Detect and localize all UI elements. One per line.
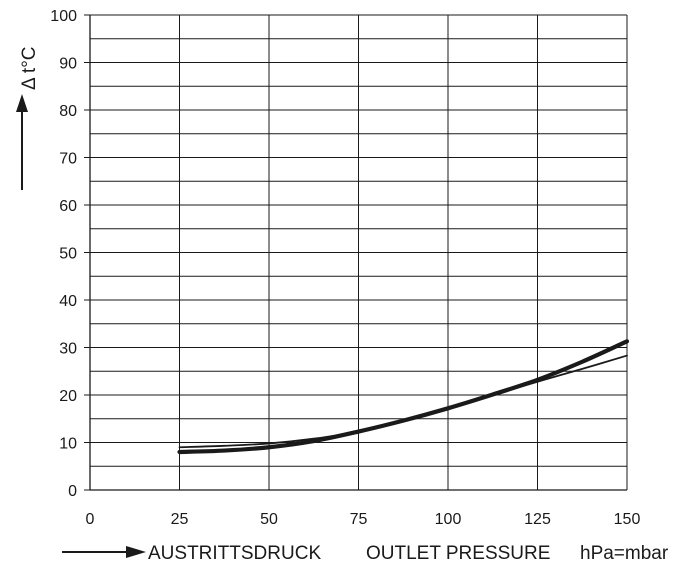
y-tick-label: 60 bbox=[59, 198, 77, 215]
y-axis-arrow-icon bbox=[16, 94, 28, 112]
y-tick-label: 0 bbox=[68, 483, 77, 500]
series-layer bbox=[177, 339, 630, 455]
series-line-thick bbox=[177, 339, 630, 455]
x-axis-title-en: OUTLET PRESSURE bbox=[366, 543, 550, 564]
x-tick-label: 50 bbox=[260, 511, 278, 528]
x-axis-arrow-icon bbox=[126, 546, 146, 558]
y-tick-label: 100 bbox=[50, 8, 77, 25]
y-tick-label: 40 bbox=[59, 293, 77, 310]
x-axis-unit: hPa=mbar bbox=[580, 543, 669, 564]
x-axis-title-group: AUSTRITTSDRUCK OUTLET PRESSURE hPa=mbar bbox=[62, 543, 669, 564]
y-tick-label: 10 bbox=[59, 436, 77, 453]
x-tick-label: 25 bbox=[171, 511, 189, 528]
y-tick-label: 50 bbox=[59, 246, 77, 263]
x-tick-label: 150 bbox=[614, 511, 641, 528]
y-tick-label: 80 bbox=[59, 103, 77, 120]
x-tick-label: 75 bbox=[350, 511, 368, 528]
y-tick-label: 20 bbox=[59, 388, 77, 405]
x-tick-label: 125 bbox=[524, 511, 551, 528]
y-tick-label: 90 bbox=[59, 56, 77, 73]
y-axis-title: Δ t°C bbox=[19, 46, 40, 90]
y-tick-label: 70 bbox=[59, 151, 77, 168]
x-axis-title-de: AUSTRITTSDRUCK bbox=[148, 543, 321, 564]
y-axis-title-group: Δ t°C bbox=[16, 46, 40, 190]
tick-labels: 0 10 20 30 40 50 60 70 80 90 100 0 25 50 75 100 125 150 bbox=[50, 8, 640, 528]
y-tick-label: 30 bbox=[59, 341, 77, 358]
grid bbox=[84, 14, 628, 491]
x-tick-label: 0 bbox=[86, 511, 95, 528]
x-tick-label: 100 bbox=[435, 511, 462, 528]
